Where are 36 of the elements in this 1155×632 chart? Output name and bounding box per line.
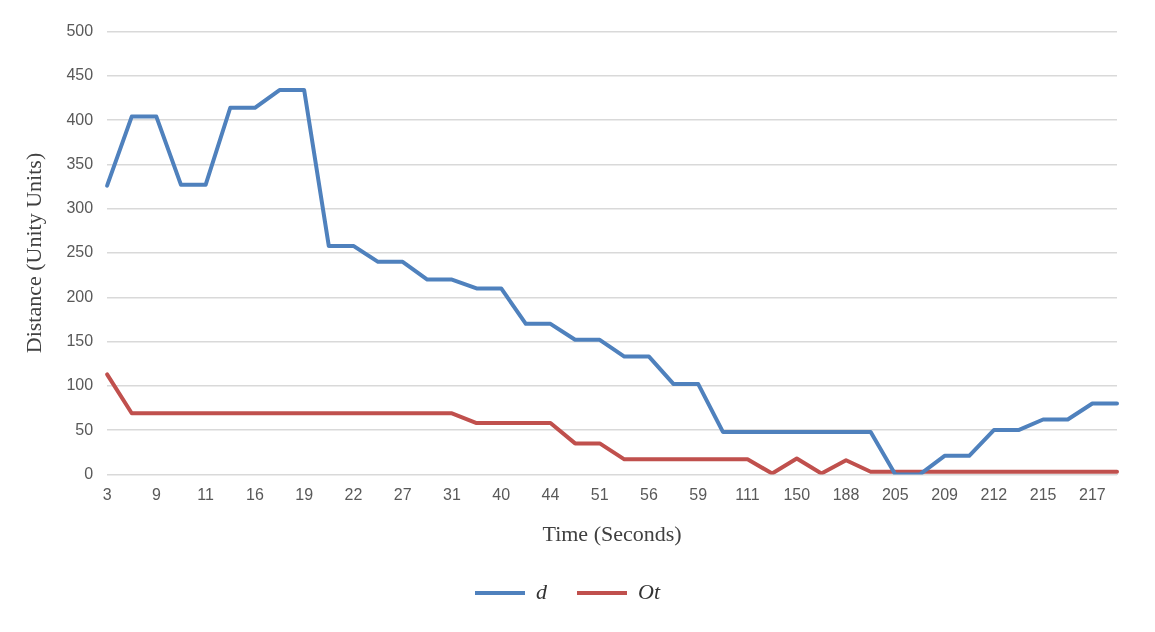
x-tick-label: 40: [492, 486, 511, 504]
x-tick-label: 3: [102, 486, 112, 504]
x-tick-label: 217: [1079, 486, 1106, 504]
y-tick-label: 200: [66, 287, 94, 305]
y-tick-label: 150: [66, 331, 94, 349]
y-tick-label: 50: [75, 420, 94, 438]
x-tick-label: 215: [1029, 486, 1057, 504]
legend-label: d: [536, 578, 548, 604]
x-tick-label: 31: [443, 486, 461, 504]
x-tick-label: 188: [832, 486, 860, 504]
x-tick-label: 212: [980, 486, 1008, 504]
x-tick-label: 59: [689, 486, 708, 504]
x-tick-label: 205: [881, 486, 909, 504]
y-tick-label: 450: [66, 66, 94, 84]
x-tick-label: 51: [590, 486, 609, 504]
x-axis-title: Time (Seconds): [542, 520, 682, 546]
x-tick-label: 56: [640, 486, 658, 504]
y-tick-label: 0: [84, 464, 94, 482]
y-tick-label: 350: [66, 154, 94, 172]
x-tick-label: 44: [541, 486, 560, 504]
y-tick-label: 400: [66, 110, 94, 128]
y-tick-label: 250: [66, 243, 94, 261]
x-tick-label: 150: [783, 486, 811, 504]
x-tick-label: 209: [931, 486, 959, 504]
x-tick-label: 16: [245, 486, 264, 504]
x-tick-label: 27: [393, 486, 412, 504]
y-tick-label: 300: [66, 199, 94, 217]
x-tick-label: 111: [735, 486, 760, 504]
x-tick-label: 11: [197, 486, 215, 504]
x-tick-label: 22: [344, 486, 363, 504]
legend-label: Ot: [638, 578, 661, 604]
y-tick-label: 100: [66, 376, 94, 394]
x-tick-label: 9: [151, 486, 161, 504]
x-tick-label: 19: [295, 486, 314, 504]
y-axis-title: Distance (Unity Units): [20, 152, 46, 354]
y-tick-label: 500: [66, 22, 94, 40]
